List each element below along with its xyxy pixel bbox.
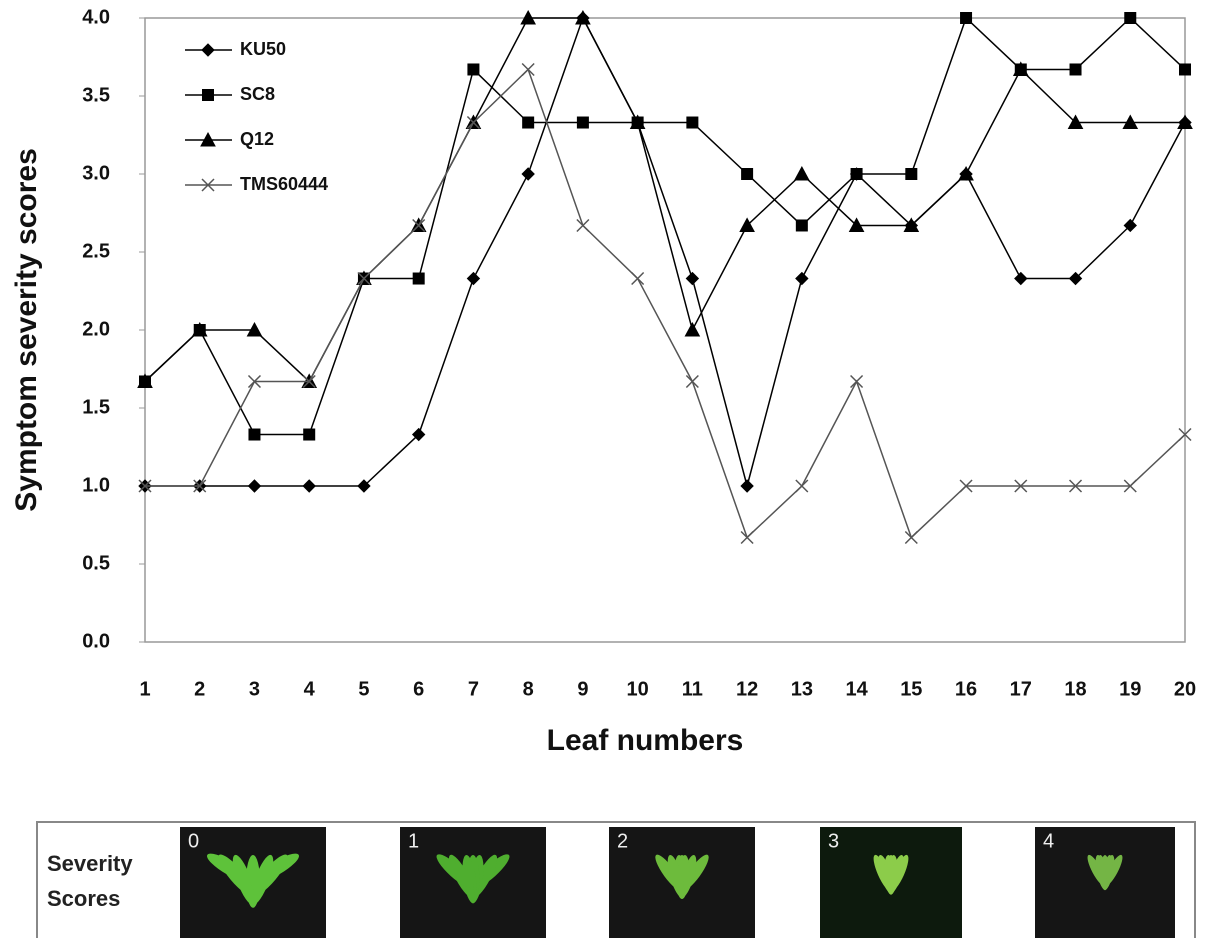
marker [304,429,315,440]
marker [468,64,479,75]
series-line [145,69,1185,537]
x-tick-label: 13 [791,678,813,700]
marker [796,273,808,285]
marker [795,167,809,180]
marker [522,168,534,180]
x-tick-label: 1 [139,678,150,700]
x-tick-label: 14 [845,678,868,700]
figure: Leaf numbers Symptom severity scores 0.0… [0,0,1207,938]
marker [905,531,917,543]
y-tick-label: 4.0 [82,6,110,28]
x-tick-label: 15 [900,678,922,700]
legend-label: SC8 [240,84,275,104]
marker [961,13,972,24]
marker [796,220,807,231]
score-label: 0 [188,830,199,852]
marker [686,273,698,285]
x-tick-label: 10 [627,678,649,700]
marker [1125,13,1136,24]
marker [685,323,699,336]
marker [742,169,753,180]
y-tick-label: 3.5 [82,84,110,106]
y-tick-label: 0.5 [82,552,110,574]
marker [686,375,698,387]
x-tick-label: 4 [304,678,316,700]
marker [1015,273,1027,285]
marker [851,169,862,180]
x-tick-label: 2 [194,678,205,700]
x-tick-label: 5 [358,678,369,700]
marker [523,117,534,128]
score-label: 2 [617,830,628,852]
y-tick-label: 2.5 [82,240,110,262]
marker [303,480,315,492]
marker [687,117,698,128]
x-axis-title: Leaf numbers [547,724,744,757]
marker [1180,64,1191,75]
marker [467,273,479,285]
marker [248,480,260,492]
marker [906,169,917,180]
series-line [145,18,1185,486]
score-label: 1 [408,830,419,852]
x-tick-label: 6 [413,678,424,700]
x-tick-label: 8 [523,678,534,700]
x-tick-label: 7 [468,678,479,700]
marker [577,219,589,231]
x-tick-label: 18 [1064,678,1086,700]
panel-label: Severity [47,851,133,876]
marker [522,63,534,75]
score-label: 3 [828,830,839,852]
marker [249,429,260,440]
x-tick-label: 16 [955,678,977,700]
legend-marker [202,44,214,56]
marker [632,273,644,285]
x-tick-label: 17 [1010,678,1032,700]
y-axis-title: Symptom severity scores [10,148,43,512]
y-tick-label: 1.0 [82,474,110,496]
legend-label: Q12 [240,129,274,149]
y-tick-label: 0.0 [82,630,110,652]
x-tick-label: 11 [682,678,703,700]
x-tick-label: 9 [577,678,588,700]
y-tick-label: 2.0 [82,318,110,340]
marker [1070,64,1081,75]
x-tick-label: 12 [736,678,758,700]
marker [796,480,808,492]
panel-label: Scores [47,886,120,911]
marker [577,117,588,128]
page: {"chart_data": {"type": "line", "x_label… [0,0,1207,938]
y-tick-label: 1.5 [82,396,110,418]
marker [851,375,863,387]
score-label: 4 [1043,830,1054,852]
marker [741,480,753,492]
x-tick-label: 3 [249,678,260,700]
marker [741,531,753,543]
x-tick-label: 19 [1119,678,1141,700]
legend-label: TMS60444 [240,174,328,194]
y-tick-label: 3.0 [82,162,110,184]
x-tick-label: 20 [1174,678,1196,700]
marker [413,273,424,284]
legend-marker [203,90,214,101]
legend-label: KU50 [240,39,286,59]
